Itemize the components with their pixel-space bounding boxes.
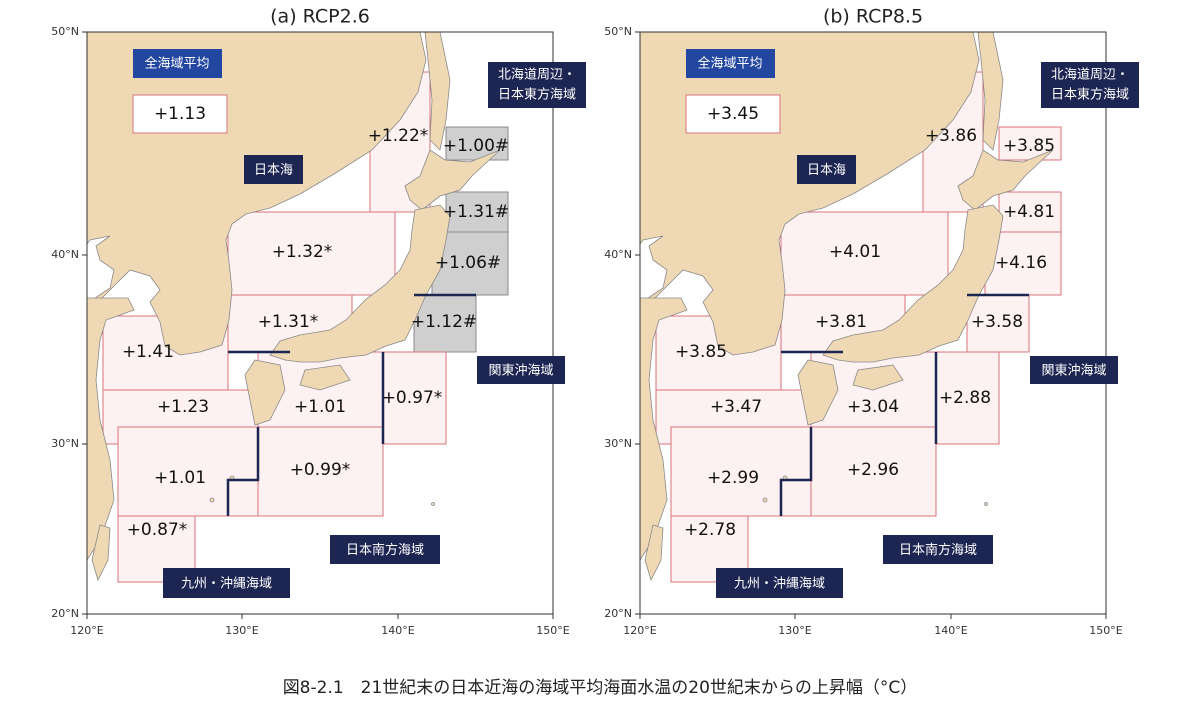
- x-tick-label: 130°E: [778, 624, 811, 637]
- region-value: +3.58: [971, 312, 1023, 332]
- region-value: +1.12#: [411, 312, 477, 332]
- area-label-box: [1041, 62, 1139, 108]
- area-label-box: [330, 535, 440, 564]
- sea-region: [117, 426, 259, 517]
- panel-title: (a) RCP2.6: [270, 6, 370, 28]
- caption: 図8-2.1 21世紀末の日本近海の海域平均海面水温の20世紀末からの上昇幅（°…: [283, 678, 918, 698]
- sea-region: [445, 191, 509, 233]
- avg-value: +3.45: [707, 104, 759, 124]
- sea-region: [810, 426, 937, 517]
- region-value: +1.22*: [368, 126, 429, 146]
- region-value: +1.31*: [258, 312, 319, 332]
- area-label: 九州・沖縄海域: [734, 577, 825, 592]
- region-value: +4.81: [1003, 202, 1055, 222]
- region-value: +0.97*: [382, 388, 443, 408]
- region-value: +4.01: [829, 242, 881, 262]
- area-label-box: [1030, 356, 1118, 384]
- sea-region: [413, 294, 477, 353]
- area-label: 北海道周辺・: [498, 68, 576, 83]
- map-frame: [639, 31, 1107, 615]
- sea-region: [670, 426, 812, 517]
- region-value: +0.87*: [127, 520, 188, 540]
- y-tick-label: 20°N: [604, 607, 632, 620]
- panel-title: (b) RCP8.5: [823, 6, 923, 28]
- region-value: +1.01: [294, 397, 346, 417]
- y-tick-label: 20°N: [51, 607, 79, 620]
- avg-value-box: [685, 94, 781, 134]
- region-value: +2.78: [684, 520, 736, 540]
- area-label-box: [797, 155, 856, 184]
- region-value: +1.41: [122, 342, 174, 362]
- area-label-box: [488, 62, 586, 108]
- area-boundary: [779, 427, 813, 516]
- area-label: 九州・沖縄海域: [181, 577, 272, 592]
- region-value: +1.00#: [443, 136, 509, 156]
- region-value: +1.32*: [272, 242, 333, 262]
- area-label-box: [244, 155, 303, 184]
- sea-region: [227, 211, 396, 296]
- y-tick-label: 30°N: [604, 437, 632, 450]
- area-label-box: [716, 568, 843, 598]
- area-boundary: [226, 427, 260, 516]
- area-label: 北海道周辺・: [1051, 68, 1129, 83]
- sea-region: [257, 426, 384, 517]
- region-value: +0.99*: [290, 460, 351, 480]
- region-value: +3.47: [710, 397, 762, 417]
- x-tick-label: 130°E: [225, 624, 258, 637]
- region-value: +3.86: [925, 126, 977, 146]
- region-value: +3.85: [675, 342, 727, 362]
- area-label-box: [477, 356, 565, 384]
- y-tick-label: 40°N: [604, 248, 632, 261]
- y-tick-label: 40°N: [51, 248, 79, 261]
- area-label: 日本東方海域: [498, 87, 576, 103]
- sea-region: [445, 126, 509, 161]
- y-tick-label: 30°N: [51, 437, 79, 450]
- area-label-box: [163, 568, 290, 598]
- area-label: 日本東方海域: [1051, 87, 1129, 103]
- region-value: +1.23: [157, 397, 209, 417]
- avg-label-box: [686, 49, 775, 78]
- avg-value-box: [132, 94, 228, 134]
- map-frame: [86, 31, 554, 615]
- area-label: 関東沖海域: [1041, 363, 1106, 379]
- region-value: +3.81: [815, 312, 867, 332]
- avg-label: 全海域平均: [144, 56, 209, 72]
- sea-region: [935, 351, 1000, 445]
- region-value: +2.88: [939, 388, 991, 408]
- x-tick-label: 140°E: [934, 624, 967, 637]
- area-label: 関東沖海域: [488, 363, 553, 379]
- area-label: 日本海: [254, 163, 293, 178]
- region-value: +3.85: [1003, 136, 1055, 156]
- region-value: +1.01: [154, 468, 206, 488]
- avg-value: +1.13: [154, 104, 206, 124]
- x-tick-label: 120°E: [70, 624, 103, 637]
- avg-label: 全海域平均: [697, 56, 762, 72]
- map-panel: (a) RCP2.6 120°E 130°E 140°E 150°E 50°N 40°N 30…: [51, 6, 586, 637]
- region-value: +1.06#: [435, 253, 501, 273]
- region-value: +1.31#: [443, 202, 509, 222]
- x-tick-label: 150°E: [536, 624, 569, 637]
- area-label: 日本海: [807, 163, 846, 178]
- region-value: +2.96: [847, 460, 899, 480]
- map-panel: (b) RCP8.5 120°E 130°E 140°E 150°E 50°N 40°N 30…: [604, 6, 1139, 637]
- area-label-box: [883, 535, 993, 564]
- y-tick-label: 50°N: [51, 25, 79, 38]
- area-label: 日本南方海域: [346, 542, 424, 558]
- x-tick-label: 150°E: [1089, 624, 1122, 637]
- avg-label-box: [133, 49, 222, 78]
- x-tick-label: 120°E: [623, 624, 656, 637]
- region-value: +4.16: [995, 253, 1047, 273]
- region-value: +3.04: [847, 397, 899, 417]
- area-label: 日本南方海域: [899, 542, 977, 558]
- region-value: +2.99: [707, 468, 759, 488]
- x-tick-label: 140°E: [381, 624, 414, 637]
- y-tick-label: 50°N: [604, 25, 632, 38]
